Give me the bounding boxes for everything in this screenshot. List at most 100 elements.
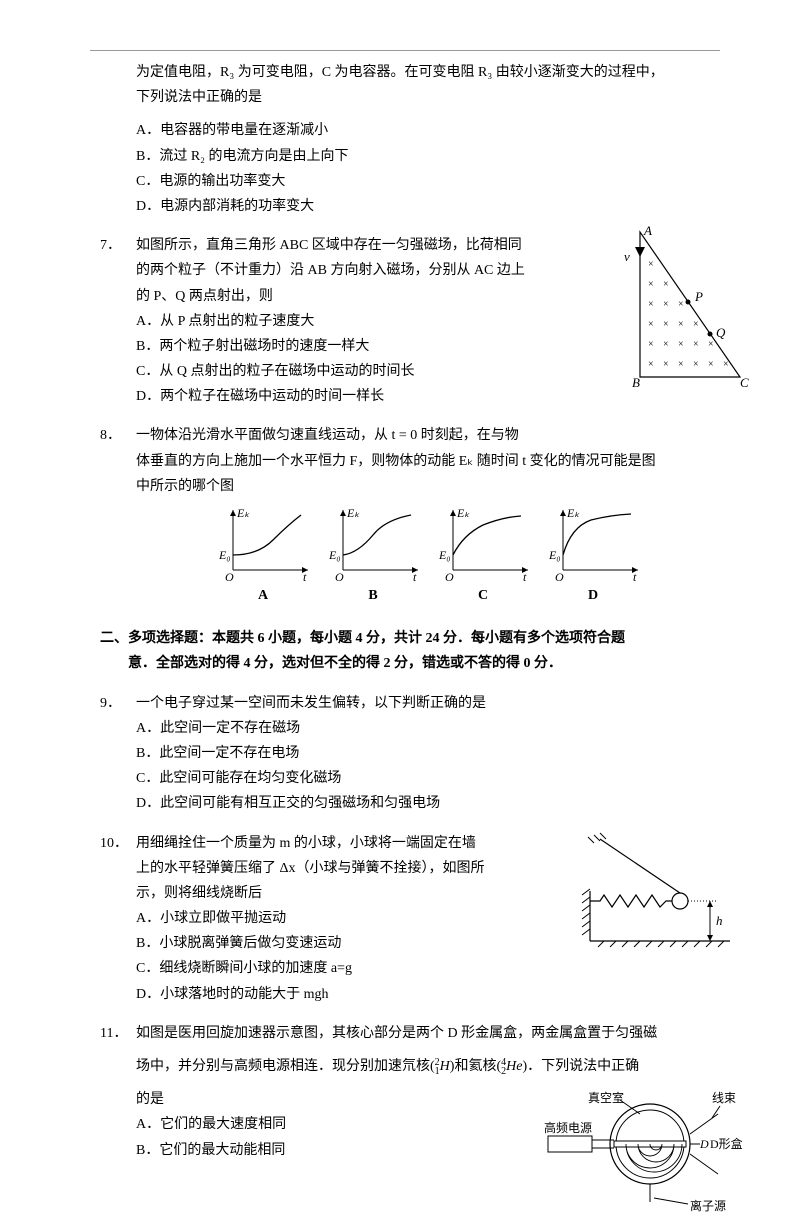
q7-label-A: A [643, 223, 652, 238]
q11-label-dbox: D形盒 [710, 1136, 743, 1151]
svg-text:×: × [663, 319, 669, 330]
svg-text:×: × [693, 319, 699, 330]
svg-text:Eₖ: Eₖ [346, 506, 360, 520]
q7-label-C: C [740, 375, 749, 390]
q10-stem-2: 上的水平轻弹簧压缩了 Δx（小球与弹簧不拴接），如图所 [136, 861, 485, 876]
q11-stem-2: 场中，并分别与高频电源相连．现分别加速氘核(21H)和氦核(42He)．下列说法… [136, 1054, 720, 1079]
top-rule [90, 50, 720, 51]
svg-text:E₀: E₀ [438, 548, 451, 562]
svg-text:O: O [225, 570, 234, 584]
q7-label-v: v [624, 249, 630, 264]
q6-option-b: B．流过 R₂ 的电流方向是由上向下 [136, 144, 720, 169]
q8-chart-c: Eₖ E₀ O t C [433, 505, 533, 608]
q6-option-c: C．电源的输出功率变大 [136, 169, 720, 194]
svg-text:×: × [708, 359, 714, 370]
q10-stem-3: 示，则将细线烧断后 [136, 886, 262, 901]
q11-label-ion: 离子源 [690, 1198, 726, 1213]
question-8: 8． 一物体沿光滑水平面做匀速直线运动，从 t = 0 时刻起，在与物 体垂直的… [100, 423, 720, 608]
svg-text:O: O [555, 570, 564, 584]
q8-stem-2: 体垂直的方向上施加一个水平恒力 F，则物体的动能 Eₖ 随时间 t 变化的情况可… [136, 454, 656, 469]
q8-chart-d: Eₖ E₀ O t D [543, 505, 643, 608]
q7-number: 7． [100, 233, 121, 258]
svg-text:×: × [663, 359, 669, 370]
q10-option-d: D．小球落地时的动能大于 mgh [136, 982, 550, 1007]
q10-diagram: h [570, 831, 740, 960]
q9-stem: 一个电子穿过某一空间而未发生偏转，以下判断正确的是 [136, 696, 486, 711]
q8-stem-3: 中所示的哪个图 [136, 479, 234, 494]
q6-option-d: D．电源内部消耗的功率变大 [136, 194, 720, 219]
q9-option-a: A．此空间一定不存在磁场 [136, 716, 720, 741]
q8-charts: Eₖ E₀ O t A Eₖ E₀ O t B [136, 505, 720, 608]
q6-stem-line2: 下列说法中正确的是 [136, 85, 720, 110]
q10-option-a: A．小球立即做平抛运动 [136, 906, 550, 931]
svg-text:×: × [663, 279, 669, 290]
q11-number: 11． [100, 1021, 127, 1046]
q9-option-d: D．此空间可能有相互正交的匀强磁场和匀强电场 [136, 791, 720, 816]
q7-label-B: B [632, 375, 640, 390]
q7-diagram: × ×× ××× ×××× ××××× ×××××× A B C P Q v [600, 227, 750, 406]
svg-text:D: D [699, 1137, 709, 1151]
q9-number: 9． [100, 691, 121, 716]
question-11: 11． 如图是医用回旋加速器示意图，其核心部分是两个 D 形金属盒，两金属盒置于… [100, 1021, 720, 1163]
q11-diagram: 真空室 线束 高频电源 D D形盒 离子源 [540, 1084, 750, 1223]
svg-text:×: × [648, 299, 654, 310]
svg-text:Eₖ: Eₖ [236, 506, 250, 520]
svg-text:E₀: E₀ [218, 548, 231, 562]
svg-text:×: × [678, 319, 684, 330]
q7-stem-3: 的 P、Q 两点射出，则 [136, 289, 273, 304]
q11-stem-1: 如图是医用回旋加速器示意图，其核心部分是两个 D 形金属盒，两金属盒置于匀强磁 [136, 1021, 720, 1046]
svg-text:×: × [663, 299, 669, 310]
svg-text:Eₖ: Eₖ [566, 506, 580, 520]
q9-option-c: C．此空间可能存在均匀变化磁场 [136, 766, 720, 791]
q8-chart-b: Eₖ E₀ O t B [323, 505, 423, 608]
svg-text:O: O [445, 570, 454, 584]
question-6-tail: 为定值电阻，R₃ 为可变电阻，C 为电容器。在可变电阻 R₃ 由较小逐渐变大的过… [100, 60, 720, 219]
q10-stem-1: 用细绳拴住一个质量为 m 的小球，小球将一端固定在墙 [136, 836, 476, 851]
q10-number: 10． [100, 831, 128, 856]
svg-text:t: t [523, 570, 527, 584]
svg-text:E₀: E₀ [328, 548, 341, 562]
q10-label-h: h [716, 913, 723, 928]
svg-text:t: t [633, 570, 637, 584]
svg-text:×: × [678, 339, 684, 350]
q8-stem-1: 一物体沿光滑水平面做匀速直线运动，从 t = 0 时刻起，在与物 [136, 428, 519, 443]
q7-label-Q: Q [716, 325, 726, 340]
svg-text:O: O [335, 570, 344, 584]
svg-text:×: × [678, 299, 684, 310]
svg-text:×: × [648, 259, 654, 270]
q7-stem-2: 的两个粒子（不计重力）沿 AB 方向射入磁场，分别从 AC 边上 [136, 263, 525, 278]
svg-text:×: × [708, 339, 714, 350]
q8-chart-b-label: B [368, 588, 377, 603]
section-2-title-l1: 二、多项选择题：本题共 6 小题，每小题 4 分，共计 24 分．每小题有多个选… [100, 626, 720, 651]
svg-text:×: × [693, 359, 699, 370]
q6-option-a: A．电容器的带电量在逐渐减小 [136, 118, 720, 143]
svg-text:Eₖ: Eₖ [456, 506, 470, 520]
question-10: 10． 用细绳拴住一个质量为 m 的小球，小球将一端固定在墙 上的水平轻弹簧压缩… [100, 831, 720, 1007]
svg-text:t: t [303, 570, 307, 584]
question-7: 7． 如图所示，直角三角形 ABC 区域中存在一匀强磁场，比荷相同 的两个粒子（… [100, 233, 720, 409]
q11-label-vacuum: 真空室 [588, 1090, 624, 1105]
svg-text:×: × [693, 339, 699, 350]
svg-text:×: × [663, 339, 669, 350]
section-2-title-l2: 意．全部选对的得 4 分，选对但不全的得 2 分，错选或不答的得 0 分． [128, 651, 720, 676]
q7-stem-1: 如图所示，直角三角形 ABC 区域中存在一匀强磁场，比荷相同 [136, 238, 522, 253]
svg-text:×: × [648, 339, 654, 350]
q11-label-coil: 线束 [712, 1091, 736, 1105]
q7-label-P: P [694, 289, 703, 304]
svg-text:×: × [678, 359, 684, 370]
q8-number: 8． [100, 423, 121, 448]
svg-text:×: × [723, 359, 729, 370]
q8-chart-d-label: D [588, 588, 598, 603]
svg-text:×: × [648, 359, 654, 370]
svg-text:E₀: E₀ [548, 548, 561, 562]
q10-option-b: B．小球脱离弹簧后做匀变速运动 [136, 931, 550, 956]
q8-chart-a: Eₖ E₀ O t A [213, 505, 313, 608]
svg-text:×: × [648, 319, 654, 330]
q11-label-psu: 高频电源 [544, 1120, 592, 1135]
svg-text:×: × [648, 279, 654, 290]
q10-option-c: C．细线烧断瞬间小球的加速度 a=g [136, 956, 550, 981]
q8-chart-a-label: A [258, 588, 268, 603]
svg-text:t: t [413, 570, 417, 584]
q9-option-b: B．此空间一定不存在电场 [136, 741, 720, 766]
section-2-title: 二、多项选择题：本题共 6 小题，每小题 4 分，共计 24 分．每小题有多个选… [100, 626, 720, 676]
